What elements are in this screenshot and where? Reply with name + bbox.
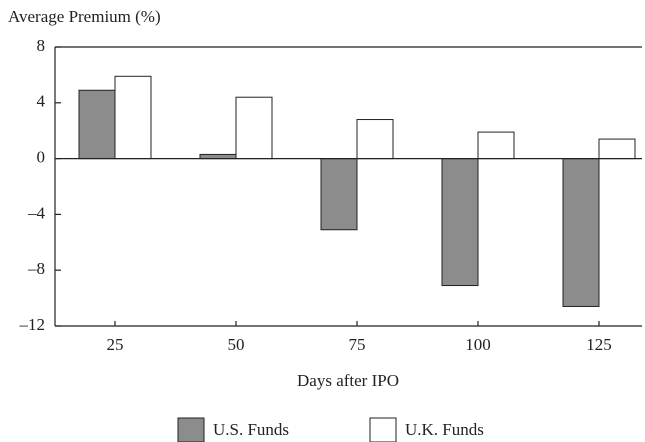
y-axis-label: Average Premium (%) (8, 7, 161, 26)
bar (356, 119, 394, 160)
x-tick-label: 25 (107, 335, 124, 354)
x-axis-label: Days after IPO (297, 371, 399, 390)
y-tick-label: –4 (27, 203, 46, 222)
legend-label: U.K. Funds (405, 420, 484, 439)
y-tick-label: –8 (27, 259, 45, 278)
y-tick-label: 0 (37, 148, 46, 167)
bar (199, 153, 237, 160)
legend-label: U.S. Funds (213, 420, 289, 439)
bar (477, 131, 515, 160)
bar (235, 96, 273, 160)
legend-swatch (369, 417, 397, 442)
y-tick-label: 4 (37, 92, 46, 111)
bar (78, 89, 116, 160)
x-tick-label: 100 (465, 335, 491, 354)
bar (114, 75, 152, 160)
bar (598, 138, 636, 160)
x-tick-label: 125 (586, 335, 612, 354)
y-tick-label: –12 (19, 315, 46, 334)
bar (320, 158, 358, 231)
x-tick-label: 50 (228, 335, 245, 354)
x-tick-label: 75 (349, 335, 366, 354)
bar (441, 158, 479, 287)
legend-swatch (177, 417, 205, 442)
bar (562, 158, 600, 307)
y-tick-label: 8 (37, 36, 46, 55)
